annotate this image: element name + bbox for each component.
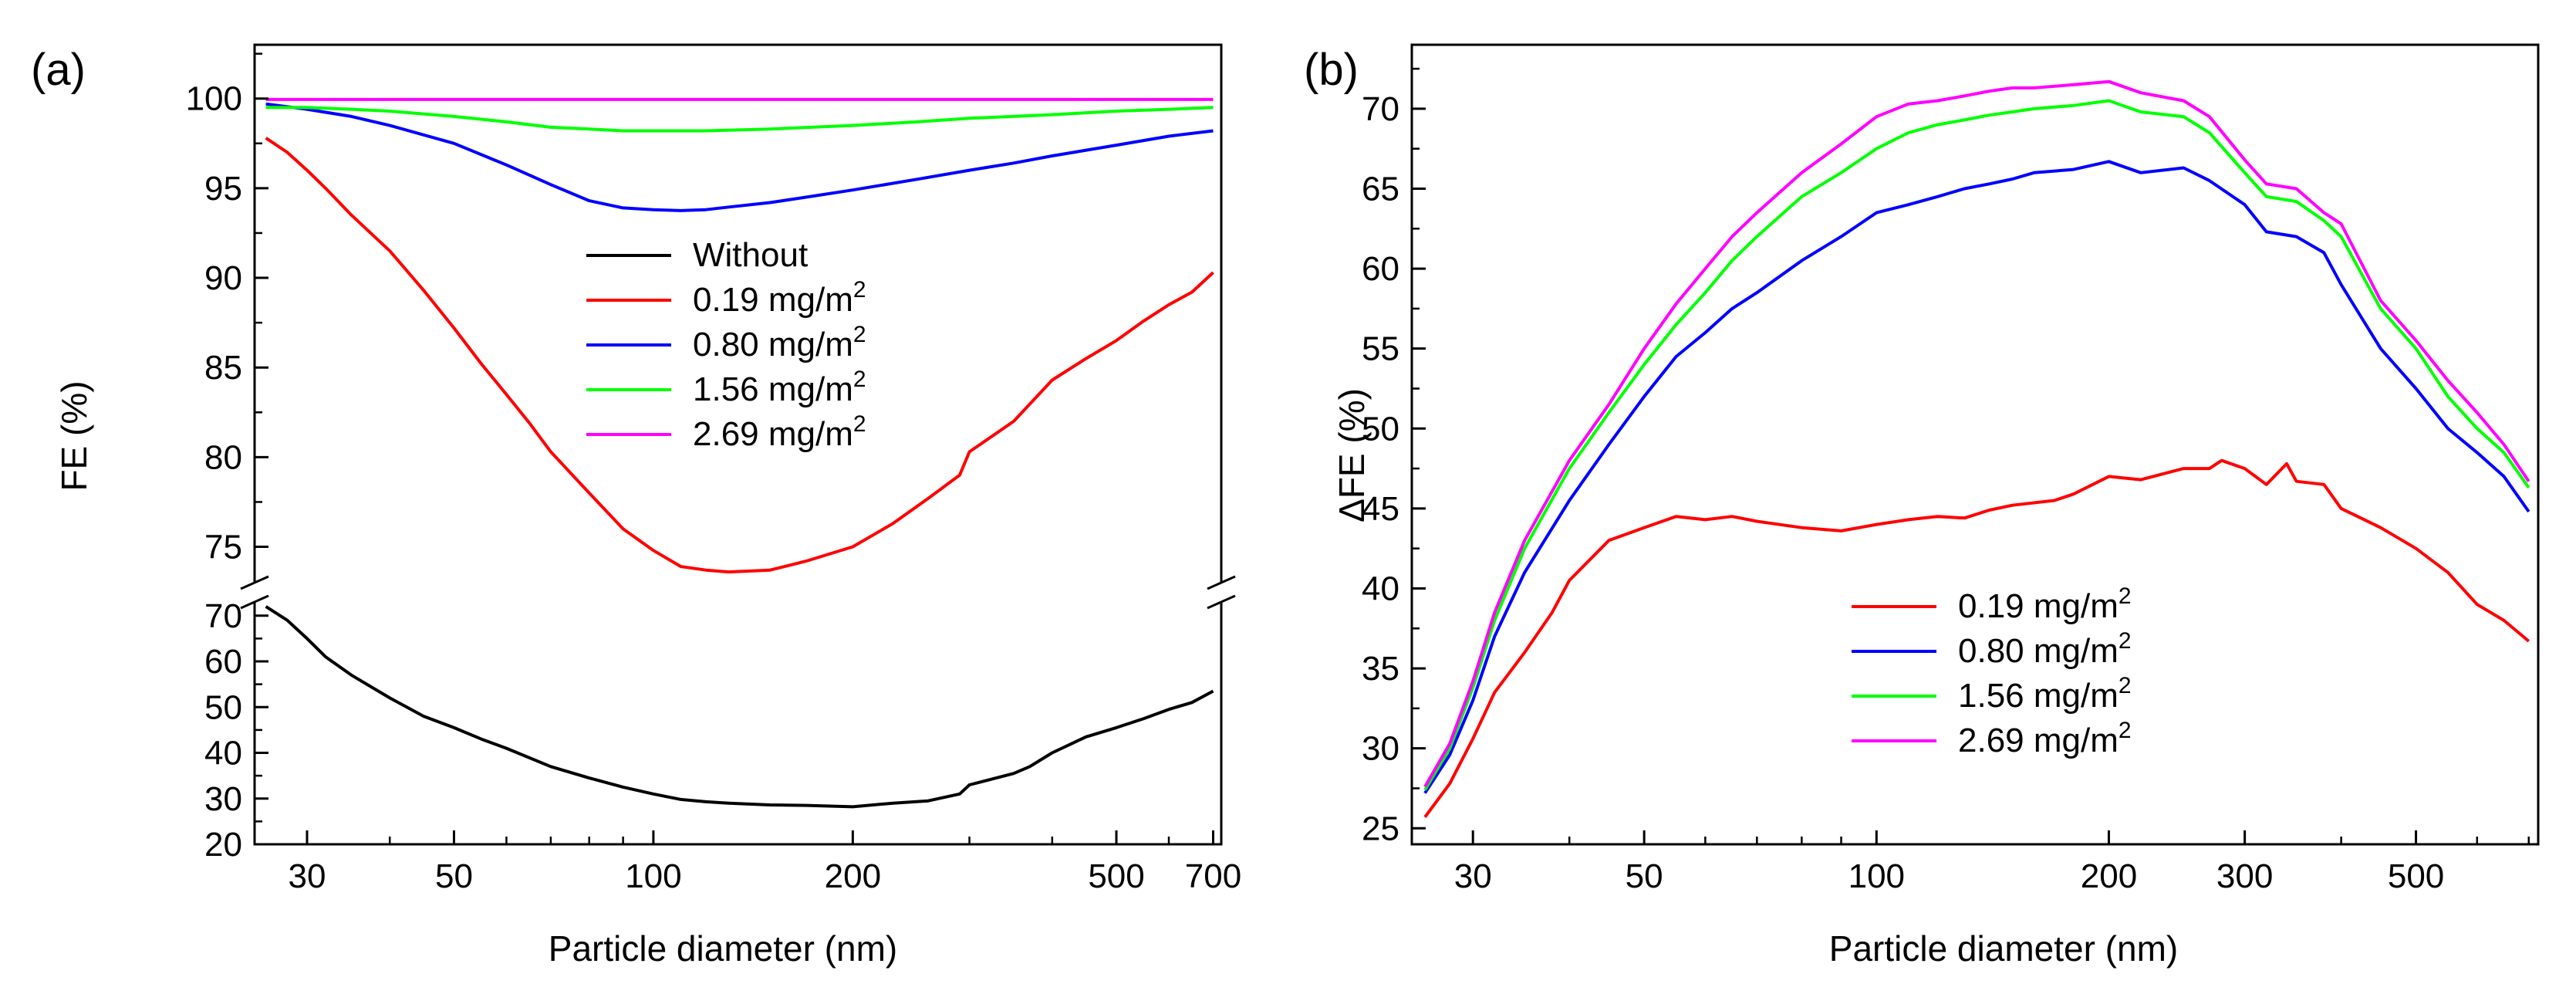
y-tick-label: 45 [1362, 490, 1399, 528]
y-tick-label: 50 [1362, 410, 1399, 448]
panel-b-y-axis-title: ΔFE (%) [1332, 388, 1372, 522]
y-tick-label: 95 [204, 170, 242, 208]
y-tick-label: 70 [204, 597, 242, 635]
y-tick-label: 90 [204, 259, 242, 297]
panel-b-ticks: 30 50 100 200 300 500 25 30 35 40 45 50 55 60 65 70 [1362, 67, 2530, 895]
panel-b-series-line [1423, 458, 2530, 818]
panel-a: (a) 30 50 100 200 500 700 75 80 85 90 95 100 20 30 40 5… [31, 43, 1241, 969]
x-tick-label: 300 [2216, 857, 2273, 895]
y-tick-label: 85 [204, 349, 242, 387]
panel-a-ticks: 30 50 100 200 500 700 75 80 85 90 95 100 20 30 40 50 60 7… [186, 52, 1241, 895]
y-tick-label: 25 [1362, 810, 1399, 847]
y-tick-label: 50 [204, 688, 242, 726]
x-tick-label: 200 [2081, 857, 2137, 895]
panel-a-lines [265, 97, 1214, 809]
panel-a-frame [240, 43, 1236, 846]
x-tick-label: 200 [825, 857, 881, 895]
legend-entry: 0.80 mg/m2 [1958, 628, 2132, 670]
panel-b-series-line [1423, 160, 2530, 794]
y-tick-label: 30 [1362, 730, 1399, 768]
x-tick-label: 100 [1848, 857, 1905, 895]
panel-a-x-axis-title: Particle diameter (nm) [549, 928, 897, 969]
x-tick-label: 50 [1626, 857, 1663, 895]
axis-break-mark [240, 594, 269, 610]
panel-b: (b) 30 50 100 200 300 500 25 30 35 40 45 50 55 60 65 70… [1304, 43, 2540, 969]
legend-entry: 1.56 mg/m2 [693, 367, 866, 408]
legend-entry: 2.69 mg/m2 [693, 411, 866, 453]
y-tick-label: 40 [204, 735, 242, 773]
panel-b-legend: 0.19 mg/m20.80 mg/m21.56 mg/m22.69 mg/m2 [1852, 583, 2132, 759]
panel-a-lower-frame [253, 602, 1223, 846]
panel-b-frame-rect [1410, 43, 2540, 846]
legend-entry: 1.56 mg/m2 [1958, 673, 2132, 715]
panel-b-lines [1423, 79, 2530, 818]
panel-a-series-line [265, 137, 1214, 574]
x-tick-label: 30 [1454, 857, 1492, 895]
y-tick-label: 60 [1362, 250, 1399, 288]
y-tick-label: 20 [204, 826, 242, 864]
panel-a-upper-frame [253, 43, 1223, 583]
panel-a-series-line [265, 102, 1214, 212]
y-tick-label: 60 [204, 643, 242, 681]
panel-a-label: (a) [31, 45, 86, 95]
panel-b-x-axis-title: Particle diameter (nm) [1829, 928, 2178, 969]
y-tick-label: 30 [204, 780, 242, 818]
panel-b-series-line [1423, 99, 2530, 791]
panel-a-series-line [265, 106, 1214, 133]
panel-b-series-line [1423, 79, 2530, 788]
x-tick-label: 500 [2388, 857, 2444, 895]
y-tick-label: 75 [204, 529, 242, 566]
axis-break-mark [1207, 594, 1236, 610]
axis-break-mark [240, 575, 269, 590]
panel-a-y-axis-title: FE (%) [54, 380, 94, 491]
panel-b-frame [1410, 43, 2540, 846]
y-tick-label: 100 [186, 80, 242, 118]
legend-entry: 0.19 mg/m2 [693, 277, 866, 319]
y-tick-label: 80 [204, 438, 242, 476]
y-tick-label: 70 [1362, 90, 1399, 128]
x-tick-label: 30 [289, 857, 326, 895]
y-tick-label: 40 [1362, 570, 1399, 607]
x-tick-label: 500 [1088, 857, 1144, 895]
panel-b-label: (b) [1304, 45, 1359, 95]
axis-break-mark [1207, 575, 1236, 590]
y-tick-label: 35 [1362, 650, 1399, 688]
y-tick-label: 55 [1362, 330, 1399, 368]
legend-entry: 0.19 mg/m2 [1958, 583, 2132, 625]
legend-entry: 2.69 mg/m2 [1958, 718, 2132, 759]
legend-entry: Without [693, 236, 808, 274]
x-tick-label: 700 [1185, 857, 1241, 895]
x-tick-label: 100 [625, 857, 681, 895]
y-tick-label: 65 [1362, 170, 1399, 208]
legend-entry: 0.80 mg/m2 [693, 322, 866, 363]
panel-a-series-line [265, 605, 1214, 809]
x-tick-label: 50 [435, 857, 473, 895]
